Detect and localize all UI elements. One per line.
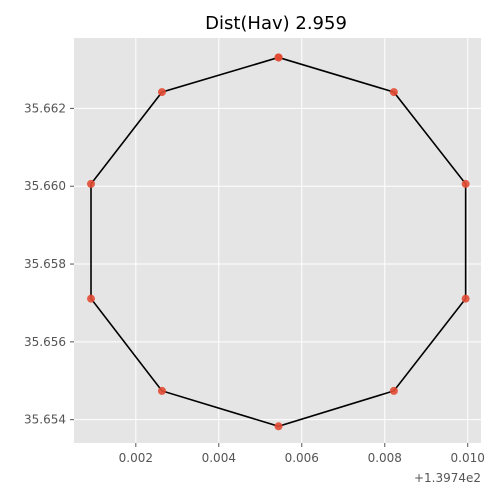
grid <box>74 38 481 443</box>
y-axis: 35.654 35.656 35.658 35.660 35.662 <box>24 101 74 427</box>
y-tick-label-1: 35.656 <box>24 335 66 349</box>
y-tick-label-2: 35.658 <box>24 257 66 271</box>
data-point-2 <box>461 179 470 188</box>
data-point-5 <box>274 422 283 431</box>
x-axis: 0.002 0.004 0.006 0.008 0.010 <box>119 443 485 465</box>
data-point-4 <box>389 386 398 395</box>
data-point-8 <box>87 179 96 188</box>
data-point-10 <box>274 53 283 62</box>
y-tick-label-3: 35.660 <box>24 179 66 193</box>
x-tick-label-3: 0.008 <box>368 451 402 465</box>
x-tick-label-0: 0.002 <box>119 451 153 465</box>
data-point-6 <box>157 386 166 395</box>
y-tick-label-0: 35.654 <box>24 413 66 427</box>
x-tick-label-2: 0.006 <box>285 451 319 465</box>
data-point-9 <box>157 88 166 97</box>
data-point-1 <box>389 88 398 97</box>
y-tick-label-4: 35.662 <box>24 101 66 115</box>
data-point-3 <box>461 294 470 303</box>
data-point-7 <box>87 294 96 303</box>
series <box>87 53 470 431</box>
x-tick-label-1: 0.004 <box>202 451 236 465</box>
chart-title: Dist(Hav) 2.959 <box>205 13 347 34</box>
plot-area <box>74 38 481 443</box>
x-tick-label-4: 0.010 <box>451 451 485 465</box>
x-offset-label: +1.3974e2 <box>414 471 481 485</box>
